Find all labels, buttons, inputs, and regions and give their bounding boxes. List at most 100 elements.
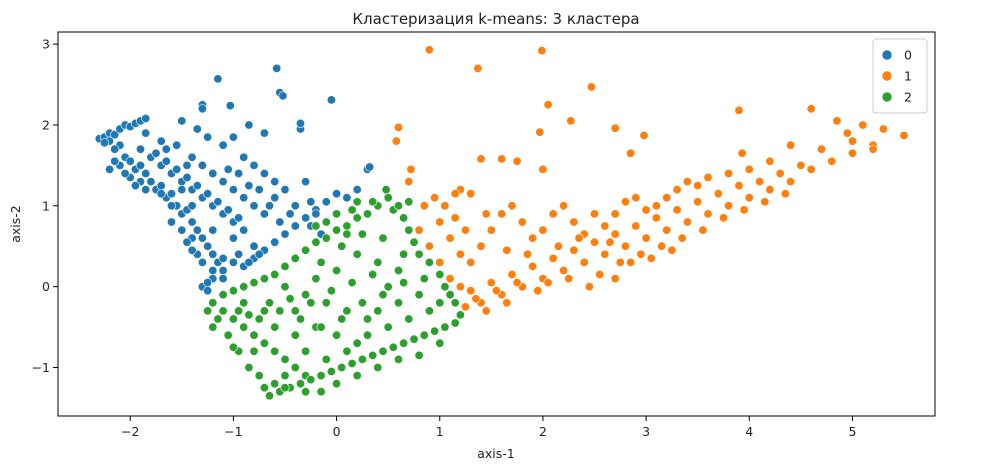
data-point [259, 338, 269, 348]
data-point [816, 144, 826, 154]
data-point [192, 181, 202, 191]
y-tick-label: −1 [32, 360, 50, 375]
data-point [208, 225, 218, 235]
data-point [290, 201, 300, 211]
data-point [548, 253, 558, 263]
data-point [584, 282, 594, 292]
data-point [272, 63, 282, 73]
data-point [280, 371, 290, 381]
data-point [225, 101, 235, 111]
data-point [223, 205, 233, 215]
legend-marker [881, 70, 893, 82]
data-point [724, 169, 734, 179]
data-point [497, 209, 507, 219]
data-point [507, 269, 517, 279]
data-point [326, 95, 336, 105]
data-point [641, 233, 651, 243]
legend-marker [881, 91, 893, 103]
data-point [177, 116, 187, 126]
data-point [868, 144, 878, 154]
data-point [574, 233, 584, 243]
data-point [491, 286, 501, 296]
data-point [167, 189, 177, 199]
data-point [285, 294, 295, 304]
data-point [326, 286, 336, 296]
data-point [460, 225, 470, 235]
y-axis-label: axis-2 [8, 205, 23, 243]
data-point [631, 221, 641, 231]
data-point [662, 193, 672, 203]
data-point [290, 330, 300, 340]
data-point [295, 118, 305, 128]
data-point [280, 282, 290, 292]
data-point [424, 306, 434, 316]
data-point [365, 162, 375, 172]
data-point [693, 181, 703, 191]
data-point [362, 330, 372, 340]
legend-box [872, 38, 928, 114]
data-point [378, 346, 388, 356]
data-point [141, 169, 151, 179]
data-point [352, 213, 362, 223]
data-point [352, 249, 362, 259]
data-point [424, 241, 434, 251]
data-point [543, 100, 553, 110]
data-point [512, 156, 522, 166]
data-point [610, 209, 620, 219]
data-point [218, 290, 228, 300]
data-point [393, 298, 403, 308]
data-point [208, 265, 218, 275]
data-point [110, 144, 120, 154]
data-point [620, 197, 630, 207]
data-point [455, 249, 465, 259]
data-point [306, 298, 316, 308]
data-point [110, 130, 120, 140]
data-point [254, 314, 264, 324]
data-point [424, 257, 434, 267]
data-point [639, 131, 649, 141]
data-point [718, 213, 728, 223]
data-point [682, 217, 692, 227]
data-point [393, 201, 403, 211]
data-point [517, 217, 527, 227]
data-point [239, 193, 249, 203]
data-point [713, 189, 723, 199]
data-point [404, 177, 414, 187]
data-point [254, 185, 264, 195]
data-point [187, 217, 197, 227]
data-point [321, 233, 331, 243]
data-point [466, 286, 476, 296]
data-point [301, 213, 311, 223]
data-point [724, 201, 734, 211]
data-point [847, 136, 857, 146]
chart-title: Кластеризация k-means: 3 кластера [352, 10, 639, 28]
data-point [270, 237, 280, 247]
data-point [136, 144, 146, 154]
data-point [228, 286, 238, 296]
data-point [182, 173, 192, 183]
data-point [543, 278, 553, 288]
data-point [182, 160, 192, 170]
data-point [105, 164, 115, 174]
x-tick-label: 1 [436, 424, 444, 439]
data-point [553, 241, 563, 251]
data-point [393, 265, 403, 275]
data-point [141, 114, 151, 124]
points-layer [94, 45, 909, 401]
data-point [316, 387, 326, 397]
data-point [182, 237, 192, 247]
data-point [280, 354, 290, 364]
data-point [414, 290, 424, 300]
data-point [765, 185, 775, 195]
data-point [244, 120, 254, 130]
data-point [406, 164, 416, 174]
data-point [161, 144, 171, 154]
data-point [228, 185, 238, 195]
data-point [497, 154, 507, 164]
data-point [373, 306, 383, 316]
data-point [399, 213, 409, 223]
data-point [203, 278, 213, 288]
data-point [847, 148, 857, 158]
data-point [486, 225, 496, 235]
